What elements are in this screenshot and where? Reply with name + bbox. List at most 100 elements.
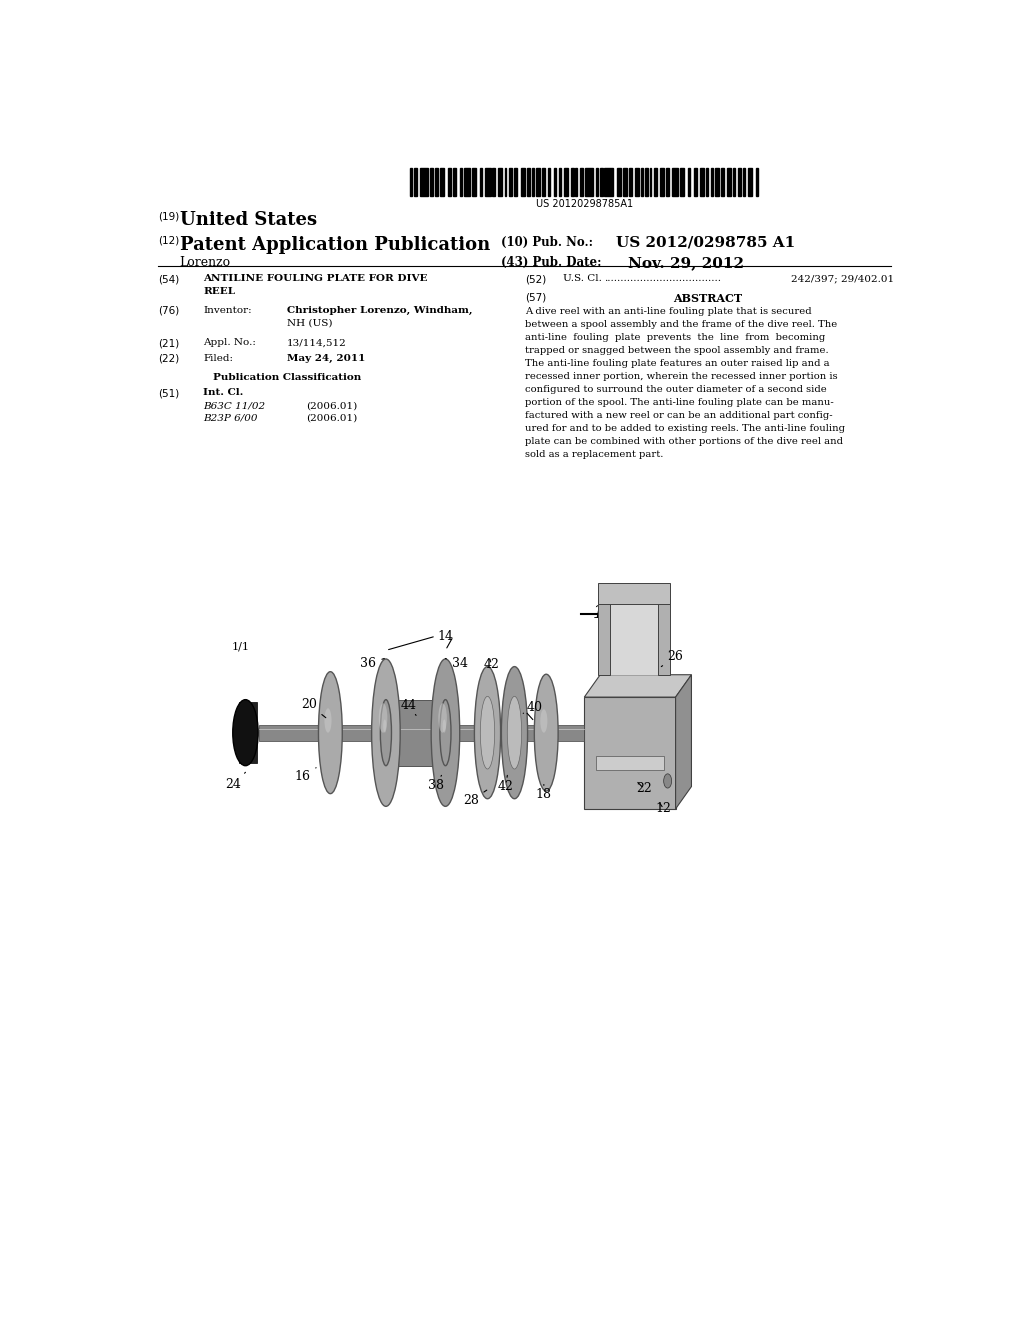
Bar [440,168,444,195]
Text: (12): (12) [158,236,179,246]
Text: (2006.01): (2006.01) [306,401,357,411]
Text: (43) Pub. Date:: (43) Pub. Date: [501,256,601,269]
Text: Int. Cl.: Int. Cl. [204,388,244,397]
Text: Appl. No.:: Appl. No.: [204,338,256,347]
Bar [711,168,713,195]
Text: 40: 40 [523,701,543,714]
Ellipse shape [438,704,446,733]
Text: Inventor:: Inventor: [204,306,252,314]
Text: ANTILINE FOULING PLATE FOR DIVE: ANTILINE FOULING PLATE FOR DIVE [204,275,428,284]
Text: The anti-line fouling plate features an outer raised lip and a: The anti-line fouling plate features an … [524,359,829,368]
Text: plate can be combined with other portions of the dive reel and: plate can be combined with other portion… [524,437,843,446]
Text: 12: 12 [655,803,672,816]
Bar [680,168,684,195]
Bar [742,168,745,195]
Text: 1/1: 1/1 [231,642,249,651]
Bar [460,168,462,195]
Text: (57): (57) [524,293,546,302]
Bar [430,168,433,195]
Text: Lorenzo: Lorenzo [179,256,230,269]
Text: configured to surround the outer diameter of a second side: configured to surround the outer diamete… [524,385,826,393]
Text: U.S. Cl.: U.S. Cl. [563,275,602,284]
Bar [514,168,517,195]
Ellipse shape [535,675,558,791]
Text: US 20120298785A1: US 20120298785A1 [536,199,633,209]
Text: 18: 18 [536,784,552,801]
Bar [505,168,507,195]
Text: (76): (76) [158,306,179,315]
Bar [733,168,735,195]
Text: (54): (54) [158,275,179,284]
Text: 16: 16 [295,768,316,783]
Ellipse shape [481,706,488,733]
Bar [624,168,628,195]
Text: recessed inner portion, wherein the recessed inner portion is: recessed inner portion, wherein the rece… [524,372,838,381]
Bar [453,168,456,195]
Bar [659,168,664,195]
Text: (52): (52) [524,275,546,284]
Text: 24: 24 [225,772,246,791]
Bar [580,168,583,195]
Bar [721,168,724,195]
Text: factured with a new reel or can be an additional part config-: factured with a new reel or can be an ad… [524,411,833,420]
Bar [259,725,585,741]
Bar [472,168,476,195]
Text: Patent Application Publication: Patent Application Publication [179,236,489,253]
Bar [410,168,412,195]
Ellipse shape [232,700,258,766]
Bar [493,168,496,195]
Bar [635,168,639,195]
Bar [699,168,703,195]
Ellipse shape [541,709,548,733]
Ellipse shape [372,659,400,807]
Polygon shape [676,675,691,809]
Polygon shape [657,598,670,675]
Bar [415,168,417,195]
Text: (19): (19) [158,211,179,222]
Bar [629,168,632,195]
Bar [542,168,545,195]
Text: 20: 20 [301,698,326,718]
Bar [654,168,656,195]
Ellipse shape [440,700,451,766]
Text: (51): (51) [158,388,179,399]
Text: ....................................: .................................... [604,275,721,284]
Text: sold as a replacement part.: sold as a replacement part. [524,450,664,459]
Text: NH (US): NH (US) [287,319,332,327]
Bar [531,168,535,195]
Polygon shape [610,598,657,675]
Ellipse shape [325,709,332,733]
Bar [484,168,490,195]
Ellipse shape [664,774,672,788]
Bar [537,168,541,195]
Text: A dive reel with an anti-line fouling plate that is secured: A dive reel with an anti-line fouling pl… [524,306,811,315]
Ellipse shape [502,667,527,799]
Bar [571,168,573,195]
Ellipse shape [480,697,495,770]
Bar [748,168,752,195]
Text: (21): (21) [158,338,179,348]
Bar [554,168,556,195]
Text: Filed:: Filed: [204,354,233,363]
Bar [509,168,512,195]
Bar [707,168,709,195]
Bar [559,168,561,195]
Bar [727,168,731,195]
Text: ured for and to be added to existing reels. The anti-line fouling: ured for and to be added to existing ree… [524,424,845,433]
Text: 34: 34 [445,657,468,671]
Bar [596,756,664,770]
Bar [738,168,740,195]
Text: REEL: REEL [204,288,236,297]
Bar [688,168,690,195]
Text: (22): (22) [158,354,179,363]
Text: 26: 26 [662,649,684,667]
Text: (2006.01): (2006.01) [306,413,357,422]
Bar [521,168,525,195]
Text: 242/397; 29/402.01: 242/397; 29/402.01 [791,275,894,284]
Bar [672,168,678,195]
Ellipse shape [318,672,342,793]
Polygon shape [598,598,610,675]
Bar [527,168,529,195]
Bar [645,168,648,195]
Text: between a spool assembly and the frame of the dive reel. The: between a spool assembly and the frame o… [524,319,837,329]
